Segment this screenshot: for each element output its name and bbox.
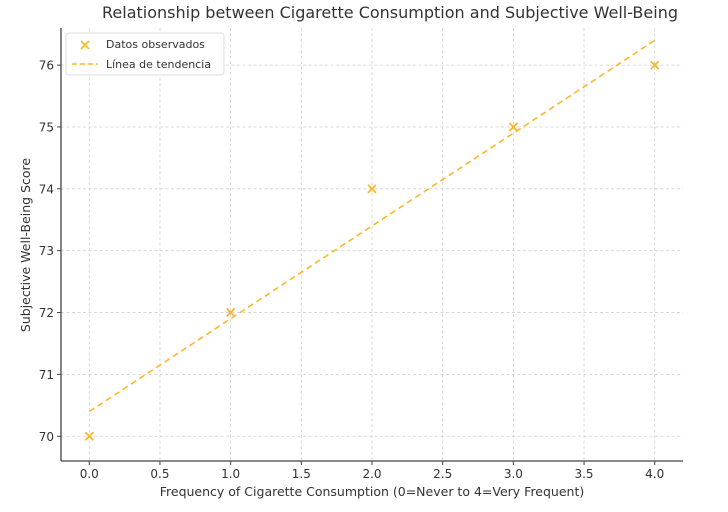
- data-point: [225, 307, 236, 318]
- x-tick-label: 1.0: [221, 467, 240, 481]
- x-tick-label: 3.0: [504, 467, 523, 481]
- y-tick-label: 75: [39, 120, 54, 134]
- x-tick-label: 3.5: [574, 467, 593, 481]
- x-tick-label: 0.5: [150, 467, 169, 481]
- chart-title: Relationship between Cigarette Consumpti…: [102, 3, 678, 22]
- x-marker-icon: [80, 40, 90, 50]
- x-tick-label: 2.5: [433, 467, 452, 481]
- x-axis-label: Frequency of Cigarette Consumption (0=Ne…: [160, 484, 585, 499]
- y-tick-label: 70: [39, 430, 54, 444]
- y-tick-label: 76: [39, 59, 54, 73]
- legend-item-observed: Datos observados: [80, 38, 205, 51]
- x-tick-label: 0.0: [80, 467, 99, 481]
- grid-lines: [61, 28, 683, 461]
- y-tick-label: 73: [39, 244, 54, 258]
- data-point: [367, 184, 377, 194]
- plot-series: [84, 39, 660, 441]
- y-tick-label: 72: [39, 306, 54, 320]
- y-axis-ticks: 70 71 72 73 74 75 76: [39, 59, 61, 444]
- y-tick-label: 74: [39, 182, 54, 196]
- data-point: [650, 60, 660, 70]
- legend-item-trend: Línea de tendencia: [72, 58, 211, 71]
- y-tick-label: 71: [39, 368, 54, 382]
- legend-box: [65, 32, 225, 76]
- x-tick-label: 2.0: [362, 467, 381, 481]
- legend-label-observed: Datos observados: [106, 38, 205, 51]
- legend-x-marker: [80, 40, 90, 50]
- data-point: [508, 122, 519, 132]
- x-tick-label: 4.0: [645, 467, 664, 481]
- x-tick-label: 1.5: [292, 467, 311, 481]
- legend-label-trend: Línea de tendencia: [106, 58, 211, 71]
- trend-line: [88, 39, 656, 413]
- x-axis-ticks: 0.0 0.5 1.0 1.5 2.0 2.5 3.0 3.5 4.0: [80, 461, 664, 481]
- legend: Datos observados Línea de tendencia: [65, 32, 225, 76]
- y-axis-label: Subjective Well-Being Score: [18, 158, 33, 332]
- data-point: [84, 431, 94, 441]
